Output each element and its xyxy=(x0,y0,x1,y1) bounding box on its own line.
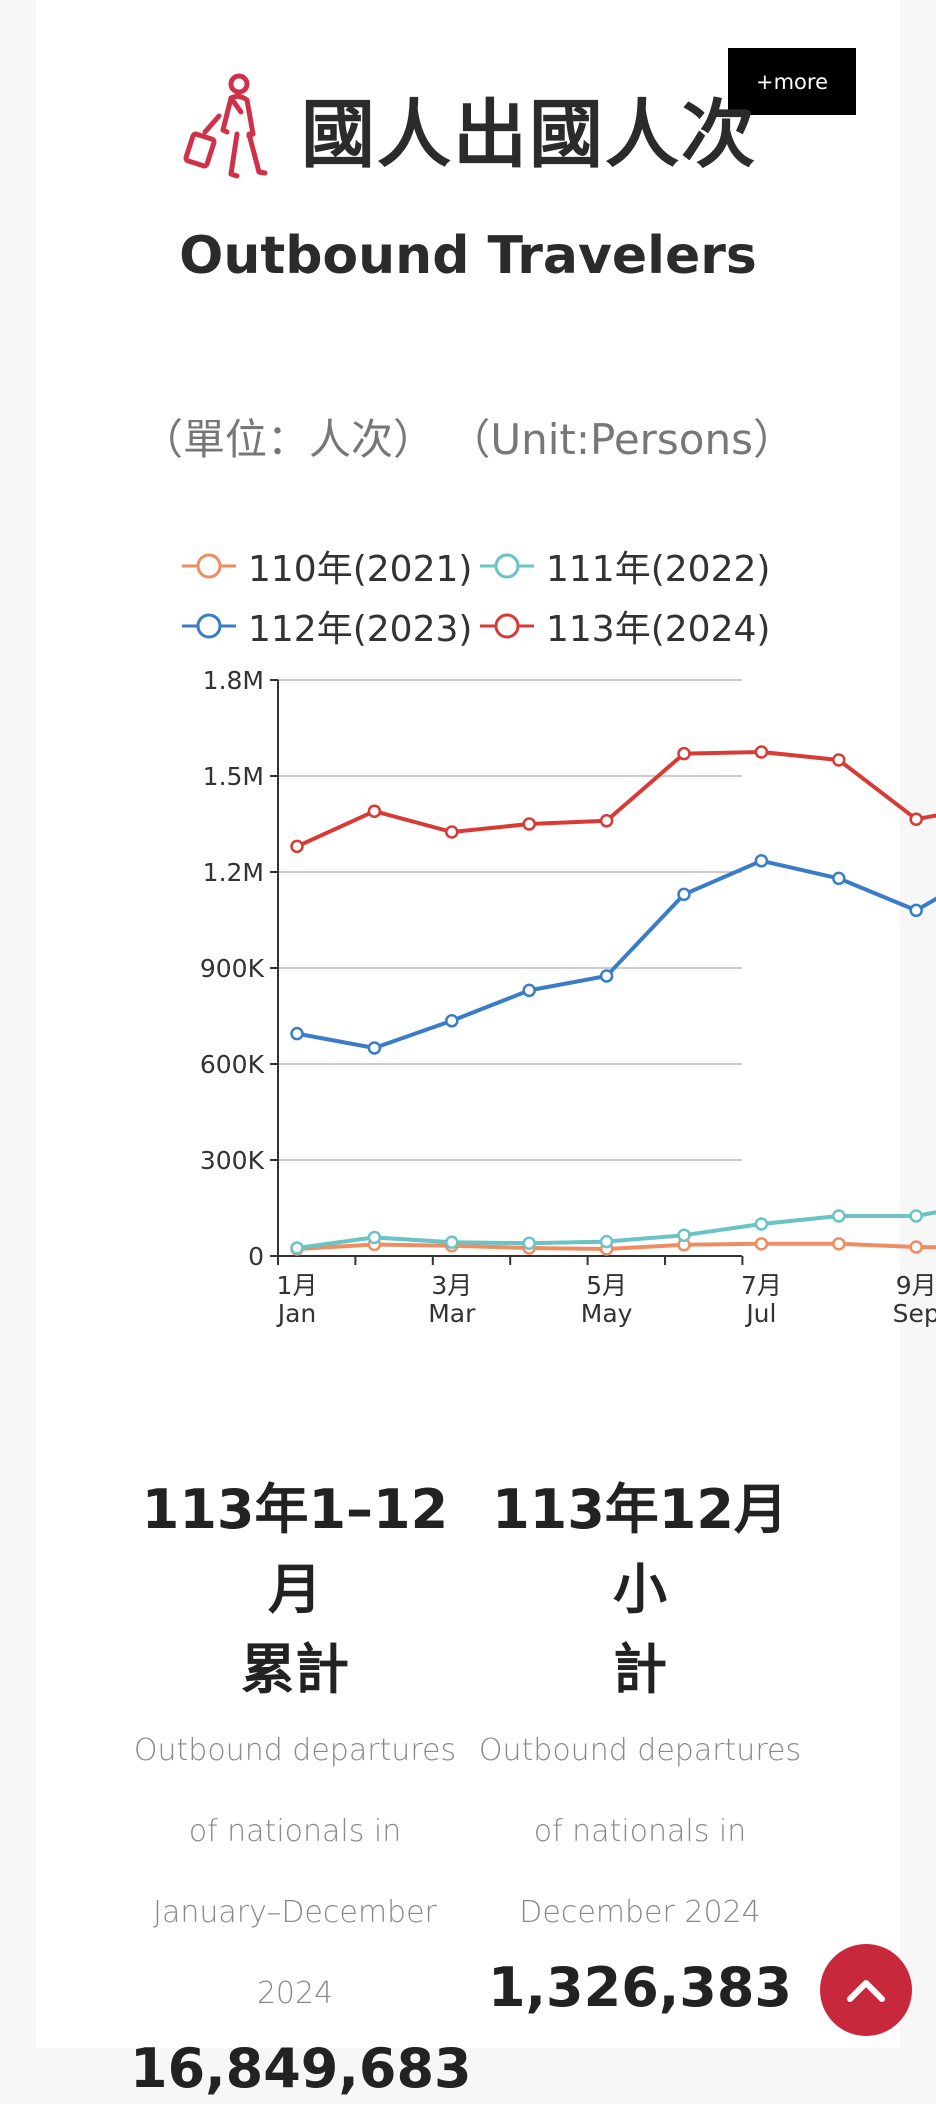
x-tick-label: 3月 xyxy=(431,1271,472,1300)
stat-desc-line: December 2024 xyxy=(519,1895,761,1930)
data-point xyxy=(909,1240,923,1254)
x-tick-label: Sep xyxy=(893,1299,936,1328)
data-point xyxy=(754,1237,769,1251)
y-tick-label: 1.8M xyxy=(203,666,264,695)
stat-value: 16,849,683 xyxy=(130,2037,472,2100)
page-header: 國人出國人次 xyxy=(0,68,936,188)
stat-desc-line: of nationals in xyxy=(188,1814,402,1849)
x-tick-label: 9月 xyxy=(896,1271,936,1300)
x-tick-label: Jan xyxy=(276,1299,317,1328)
line-chart: 0 300K 600K 900K 1.2M 1.5M 1.8M 1月 Jan 3月 Mar 5月 May… xyxy=(0,660,936,1340)
data-point xyxy=(677,887,691,902)
data-point xyxy=(367,804,382,818)
legend-marker-2023-icon xyxy=(182,613,236,639)
stat-value: 1,326,383 xyxy=(487,1956,793,2019)
data-point xyxy=(832,1209,846,1223)
data-point xyxy=(290,1241,304,1255)
y-tick-label: 300K xyxy=(200,1146,265,1175)
x-tick-label: 5月 xyxy=(586,1271,627,1300)
legend-marker-2021-icon xyxy=(182,553,236,579)
data-point xyxy=(832,1237,846,1251)
stat-desc-line: Outbound departures xyxy=(133,1733,457,1768)
unit-label: （單位：人次） （Unit:Persons） xyxy=(140,415,795,464)
stat-ytd: 113年1–12月 累計 Outbound departures of nati… xyxy=(130,1470,472,2104)
data-point xyxy=(522,817,536,831)
y-tick-label: 600K xyxy=(200,1050,265,1079)
legend-item-2021[interactable]: 110年(2021) xyxy=(180,540,472,592)
traveler-luggage-icon xyxy=(183,73,268,179)
series-line-0 xyxy=(296,1241,936,1251)
y-tick-label: 1.2M xyxy=(203,858,264,887)
data-point xyxy=(677,1228,691,1242)
data-point xyxy=(290,839,304,854)
y-tick-label: 1.5M xyxy=(203,762,264,791)
data-point xyxy=(290,1026,304,1041)
stat-desc-line: Outbound departures xyxy=(478,1733,802,1768)
chart-legend: 110年(2021) 111年(2022) 112年(2023) 113年(20… xyxy=(180,540,780,660)
page-subtitle: Outbound Travelers xyxy=(179,226,757,286)
series-line-2 xyxy=(296,858,936,1050)
legend-item-2022[interactable]: 111年(2022) xyxy=(478,540,770,592)
data-point xyxy=(754,745,769,759)
data-point xyxy=(832,753,846,767)
legend-label: 110年(2021) xyxy=(248,549,473,590)
x-tick-label: Jul xyxy=(744,1299,776,1328)
data-point xyxy=(599,814,614,828)
data-point xyxy=(599,969,614,983)
data-point xyxy=(445,1235,459,1249)
scroll-to-top-button[interactable] xyxy=(820,1944,912,2036)
data-point xyxy=(599,1234,614,1249)
x-tick-label: May xyxy=(581,1299,633,1328)
legend-marker-2024-icon xyxy=(480,613,534,639)
data-point xyxy=(909,1209,923,1223)
x-tick-label: 7月 xyxy=(741,1271,782,1300)
x-tick-label: 1月 xyxy=(277,1271,318,1300)
data-point xyxy=(909,812,923,826)
data-point xyxy=(445,1014,459,1028)
data-point xyxy=(909,903,923,918)
legend-marker-2022-icon xyxy=(480,553,534,579)
data-point xyxy=(445,825,459,839)
legend-label: 112年(2023) xyxy=(248,609,473,650)
series-line-3 xyxy=(296,750,936,849)
stat-title-line: 113年1–12月 xyxy=(141,1478,449,1621)
data-point xyxy=(832,871,846,886)
stat-title-line: 累計 xyxy=(241,1638,349,1701)
legend-item-2024[interactable]: 113年(2024) xyxy=(478,600,770,652)
y-tick-label: 900K xyxy=(200,954,265,983)
content-card xyxy=(36,0,900,2048)
data-point xyxy=(367,1041,382,1055)
more-button[interactable]: +more xyxy=(728,48,856,115)
data-point xyxy=(367,1230,382,1245)
data-point xyxy=(522,1236,536,1250)
stat-month: 113年12月小 計 Outbound departures of nation… xyxy=(475,1470,805,2023)
data-point xyxy=(754,854,769,868)
data-point xyxy=(677,746,691,761)
stat-title-line: 計 xyxy=(613,1638,667,1701)
legend-label: 113年(2024) xyxy=(546,609,771,650)
stat-desc-line: 2024 xyxy=(256,1976,334,2011)
stat-desc-line: January–December xyxy=(153,1895,437,1930)
page-title: 國人出國人次 xyxy=(301,91,757,178)
chevron-up-icon xyxy=(847,1980,885,2002)
data-point xyxy=(522,983,536,998)
y-tick-label: 0 xyxy=(248,1242,264,1271)
legend-label: 111年(2022) xyxy=(546,549,771,590)
stat-desc-line: of nationals in xyxy=(533,1814,747,1849)
series-line-1 xyxy=(296,1210,936,1250)
legend-item-2023[interactable]: 112年(2023) xyxy=(180,600,472,652)
data-point xyxy=(754,1217,769,1231)
stat-title-line: 113年12月小 xyxy=(492,1478,788,1621)
x-tick-label: Mar xyxy=(428,1299,476,1328)
